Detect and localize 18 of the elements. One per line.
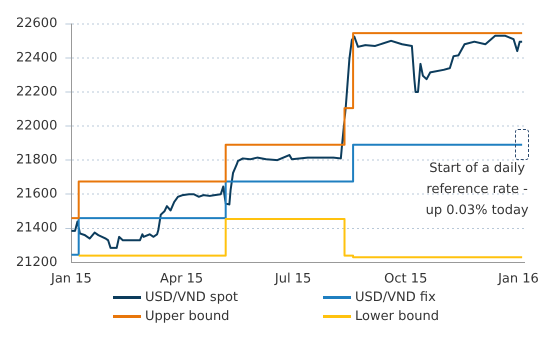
y-tick-label: 21400 [16, 220, 58, 236]
x-tick-label: Jan 16 [497, 272, 539, 287]
x-tick-label: Oct 15 [384, 272, 428, 287]
y-tick-label: 22200 [16, 84, 58, 100]
x-tick-label: Jul 15 [274, 272, 312, 287]
x-tick-label: Apr 15 [160, 272, 204, 287]
y-tick-label: 22400 [16, 50, 58, 66]
legend-label: USD/VND spot [145, 290, 238, 305]
y-tick-label: 22600 [16, 16, 58, 32]
legend-label: Lower bound [355, 309, 440, 324]
y-tick-label: 21200 [16, 254, 58, 270]
y-tick-label: 21800 [16, 152, 58, 168]
legend-label: Upper bound [145, 309, 230, 324]
x-tick-label: Jan 15 [50, 272, 92, 287]
y-tick-label: 22000 [16, 118, 58, 134]
annotation: Start of a daily reference rate - up 0.03% today [426, 161, 529, 218]
y-tick-label: 21600 [16, 186, 58, 202]
legend-label: USD/VND fix [355, 290, 436, 305]
